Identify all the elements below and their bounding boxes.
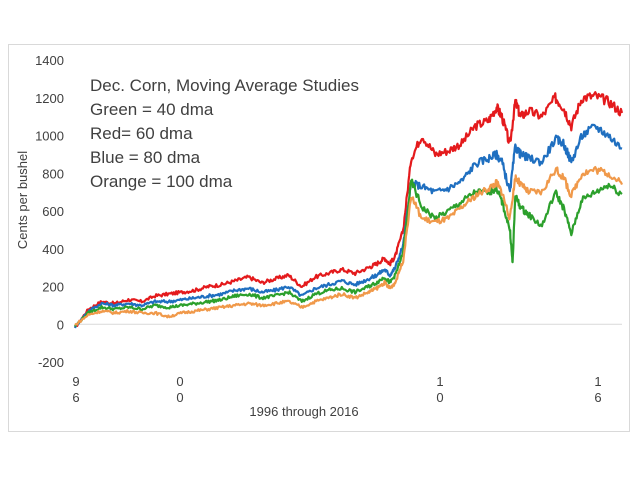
y-tick-label: 1400 <box>35 53 64 68</box>
x-tick-label-bottom: 0 <box>436 390 443 405</box>
y-tick-labels: -200 0 200 400 600 800 1000 1200 1400 <box>35 53 64 370</box>
annotation-line-3: Red= 60 dma <box>90 124 193 143</box>
x-tick-label-top: 1 <box>594 374 601 389</box>
y-tick-label: 400 <box>42 242 64 257</box>
x-tick-label-top: 9 <box>72 374 79 389</box>
x-tick-label-bottom: 6 <box>594 390 601 405</box>
x-axis-title: 1996 through 2016 <box>249 404 358 419</box>
y-tick-label: 0 <box>57 317 64 332</box>
y-tick-label: 800 <box>42 166 64 181</box>
series-line <box>74 178 623 328</box>
y-tick-label: 1200 <box>35 91 64 106</box>
series-line <box>73 123 623 329</box>
x-tick-label-bottom: 6 <box>72 390 79 405</box>
series-line <box>74 91 624 328</box>
x-tick-label-bottom: 0 <box>176 390 183 405</box>
x-tick-label-top: 0 <box>176 374 183 389</box>
y-tick-label: 200 <box>42 280 64 295</box>
annotation-line-5: Orange = 100 dma <box>90 172 233 191</box>
series-line <box>74 166 623 326</box>
annotation-line-1: Dec. Corn, Moving Average Studies <box>90 76 359 95</box>
series-layer <box>73 91 624 329</box>
annotation-line-2: Green = 40 dma <box>90 100 214 119</box>
y-axis-title: Cents per bushel <box>15 151 30 249</box>
annotation-line-4: Blue = 80 dma <box>90 148 201 167</box>
x-tick-label-top: 1 <box>436 374 443 389</box>
chart-frame <box>8 44 630 432</box>
y-tick-label: -200 <box>38 355 64 370</box>
y-tick-label: 1000 <box>35 129 64 144</box>
y-tick-label: 600 <box>42 204 64 219</box>
